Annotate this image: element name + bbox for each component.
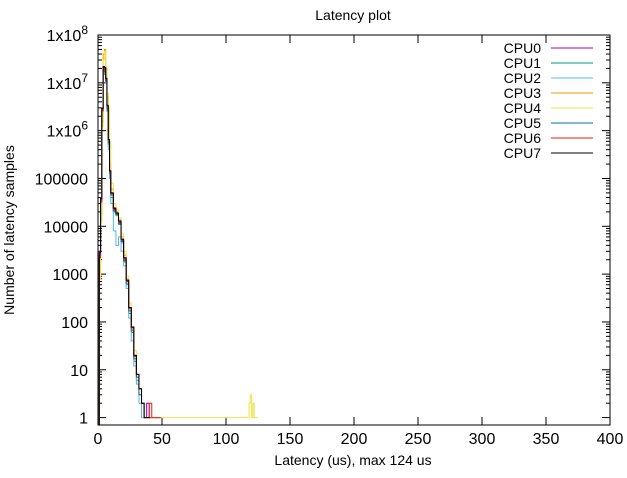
- series-cpu5: [98, 68, 146, 425]
- legend-label: CPU5: [504, 115, 542, 131]
- x-tick-label: 300: [469, 431, 496, 448]
- series-cpu7: [98, 65, 151, 425]
- y-tick-label: 1000: [52, 267, 88, 284]
- series-cpu0: [98, 67, 164, 425]
- legend-label: CPU2: [504, 70, 542, 86]
- y-tick-label: 1x106: [47, 119, 89, 141]
- y-axis-title: Number of latency samples: [1, 145, 17, 315]
- x-tick-label: 0: [94, 431, 103, 448]
- x-tick-label: 50: [153, 431, 171, 448]
- series-layer: [98, 48, 258, 425]
- x-tick-label: 150: [277, 431, 304, 448]
- legend-label: CPU1: [504, 55, 542, 71]
- x-tick-label: 100: [213, 431, 240, 448]
- plot-frame: [97, 34, 611, 426]
- y-tick-label: 10000: [44, 219, 89, 236]
- y-tick-label: 1: [79, 411, 88, 428]
- y-tick-label: 1x107: [47, 71, 89, 93]
- series-cpu4: [98, 51, 258, 425]
- x-tick-label: 250: [405, 431, 432, 448]
- ticks-layer: 0 50 100 150 200 250 300 350 400 1 10 100 1000 10000 1…: [35, 23, 624, 448]
- legend-label: CPU0: [504, 40, 542, 56]
- legend-label: CPU6: [504, 130, 542, 146]
- x-tick-label: 200: [341, 431, 368, 448]
- series-cpu3: [98, 48, 164, 425]
- chart-title: Latency plot: [315, 7, 391, 23]
- y-tick-label: 10: [70, 363, 88, 380]
- legend-label: CPU7: [504, 145, 542, 161]
- y-tick-label: 100: [61, 315, 88, 332]
- legend-label: CPU3: [504, 85, 542, 101]
- x-tick-label: 400: [597, 431, 624, 448]
- y-tick-label: 100000: [35, 171, 88, 188]
- legend-label: CPU4: [504, 100, 542, 116]
- y-tick-label: 1x108: [47, 23, 89, 45]
- x-tick-label: 350: [533, 431, 560, 448]
- series-cpu1: [98, 67, 151, 425]
- x-axis-title: Latency (us), max 124 us: [274, 452, 431, 468]
